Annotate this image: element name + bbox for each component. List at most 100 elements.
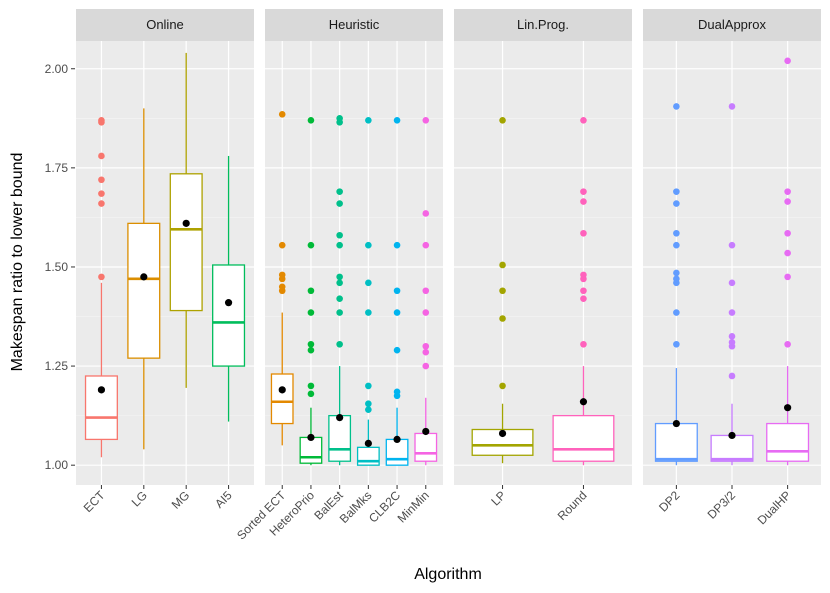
box-sorted-ect [270,111,294,446]
box-heteroprio [299,116,323,466]
facet-strip [76,9,254,41]
y-axis-title: Makespan ratio to lower bound [9,153,26,372]
mean-point [393,435,401,444]
outlier-point [728,279,736,287]
box-dp3-2 [710,103,754,466]
mean-point [579,398,588,406]
mean-point [784,404,792,412]
outlier-point [336,115,343,122]
iqr-box [212,264,246,367]
outlier-point [278,271,286,279]
outlier-point [580,340,587,348]
box-balmks [356,116,380,466]
outlier-point [784,229,791,237]
box-clb2c [385,116,409,466]
iqr-box [328,414,352,462]
box-ai5 [212,155,246,422]
outlier-point [422,116,430,124]
outlier-point [393,116,401,124]
outlier-point [580,287,587,295]
box-lg [127,108,161,450]
outlier-point [784,249,791,257]
box-round [552,116,615,466]
outlier-point [673,340,680,348]
y-tick-label: 1.50 [45,260,69,274]
x-tick-label: Round [555,488,590,523]
outlier-point [784,198,791,205]
box-dualhp [766,57,810,466]
outlier-point [784,57,791,65]
mean-point [364,439,372,447]
outlier-point [422,241,430,249]
facet-strip-label: DualApprox [698,17,766,32]
panel-background [454,41,632,485]
outlier-point [307,390,315,398]
facet-strip-label: Lin.Prog. [517,17,569,32]
outlier-point [336,188,343,195]
outlier-point [336,200,343,207]
outlier-point [673,200,680,207]
outlier-point [98,176,105,184]
facet-strip [265,9,443,41]
x-tick-label: LP [488,488,508,508]
outlier-point [728,241,736,249]
outlier-point [336,309,343,316]
outlier-point [673,229,680,237]
box-dp2 [654,103,698,466]
outlier-point [673,188,680,195]
outlier-point [365,241,372,249]
outlier-point [728,333,736,340]
outlier-point [580,188,587,195]
outlier-point [307,340,315,348]
outlier-point [784,188,791,195]
x-axis-title: Algorithm [414,566,482,583]
x-tick-label: MinMin [395,488,432,525]
x-tick-label: ECT [81,488,108,515]
iqr-box [710,434,754,462]
outlier-point [336,340,343,348]
outlier-point [98,200,105,207]
outlier-point [673,309,680,316]
outlier-point [278,111,286,118]
iqr-box [654,422,698,462]
outlier-point [336,295,343,302]
mean-point [672,419,680,428]
outlier-point [499,287,506,295]
iqr-box [84,375,118,441]
outlier-point [580,295,587,302]
mean-point [498,429,507,438]
iqr-box [299,436,323,464]
outlier-point [728,372,736,380]
mean-point [307,433,315,442]
outlier-point [499,315,506,322]
facet-strip [643,9,821,41]
x-tick-label: BalMks [337,488,375,526]
outlier-point [422,342,430,350]
outlier-point [499,116,506,124]
outlier-point [580,116,587,124]
outlier-point [422,362,430,370]
outlier-point [422,348,430,356]
outlier-point [393,287,401,295]
x-tick-label: LG [129,488,150,509]
x-tick-label: DP3/2 [705,488,739,522]
outlier-point [393,309,401,316]
outlier-point [422,309,430,316]
outlier-point [336,273,343,281]
outlier-point [365,279,372,287]
facet-dualapprox: DualApprox DP2 DP3/2 DualHP [643,9,821,527]
outlier-point [307,382,315,390]
outlier-point [336,241,343,249]
y-axis: 1.00 1.25 1.50 1.75 2.00 [45,62,75,472]
facet-strip [454,9,632,41]
panel-background [265,41,443,485]
box-balest [328,115,352,466]
facet-strip-label: Online [146,17,184,32]
outlier-point [728,338,736,346]
outlier-point [98,190,105,197]
facet-strip-label: Heuristic [329,17,380,32]
mean-point [336,414,344,422]
